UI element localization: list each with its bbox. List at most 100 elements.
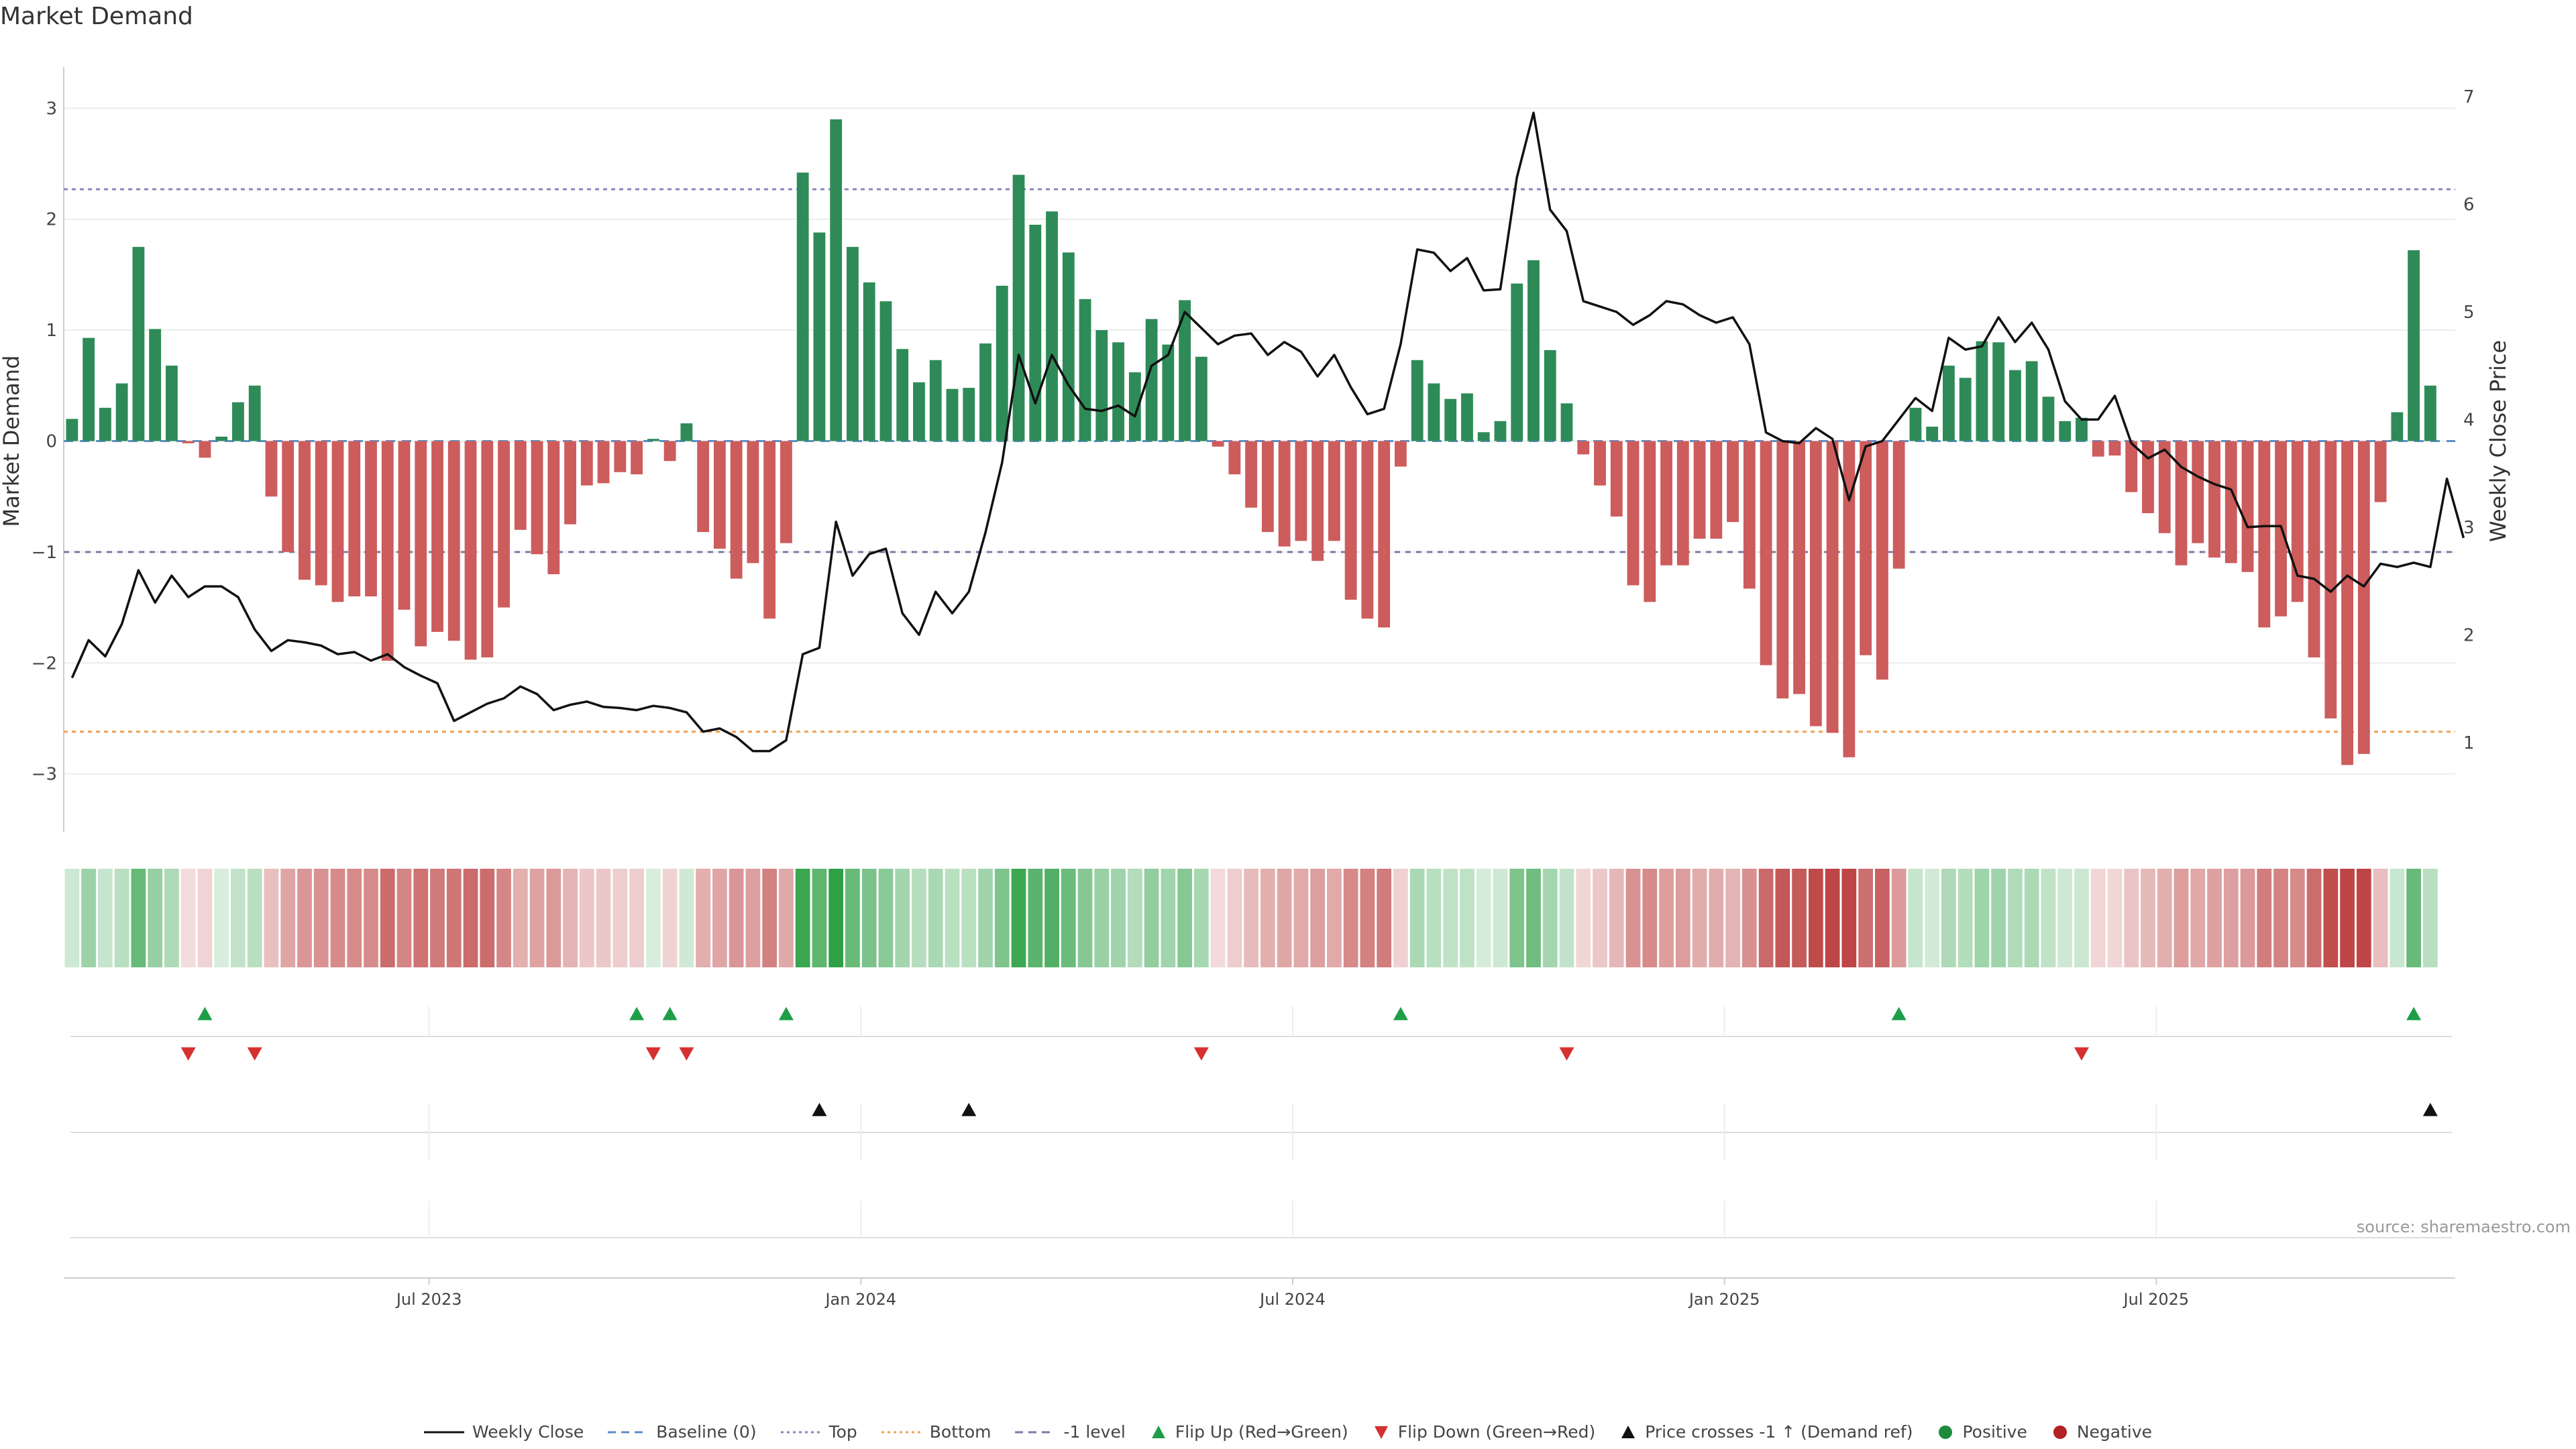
demand-bar <box>2241 441 2254 572</box>
heatmap-cell <box>2024 869 2039 967</box>
y2-tick-label: 6 <box>2463 195 2475 215</box>
demand-bar <box>299 441 311 580</box>
heatmap-cell <box>546 869 561 967</box>
heatmap-cell <box>197 869 213 967</box>
legend-swatch <box>1939 1425 1953 1439</box>
demand-bar <box>1195 356 1208 441</box>
heatmap-cell <box>2356 869 2371 967</box>
flip-up-marker <box>1891 1007 1907 1020</box>
demand-bar <box>514 441 527 530</box>
x-tick-label: Jan 2025 <box>1688 1290 1760 1309</box>
heatmap-cell <box>1741 869 1757 967</box>
demand-bar <box>1046 211 1058 441</box>
demand-bar <box>232 402 244 441</box>
heatmap-cell <box>2041 869 2056 967</box>
demand-bar <box>896 349 909 441</box>
heatmap-cell <box>164 869 179 967</box>
legend-label: Price crosses -1 ↑ (Demand ref) <box>1645 1422 1913 1442</box>
heatmap-cell <box>280 869 296 967</box>
demand-bar <box>1693 441 1706 539</box>
flip-down-marker <box>1193 1047 1209 1061</box>
heatmap-cell <box>1094 869 1110 967</box>
demand-bar <box>1560 403 1573 441</box>
heatmap-cell <box>978 869 993 967</box>
heatmap-cell <box>2107 869 2123 967</box>
heatmap-cell <box>1526 869 1541 967</box>
heatmap-cell <box>231 869 246 967</box>
heatmap-cell <box>1127 869 1142 967</box>
demand-bar <box>348 441 361 597</box>
heatmap-cell <box>2373 869 2388 967</box>
heatmap-cell <box>1991 869 2006 967</box>
demand-bar <box>1644 441 1656 602</box>
flip-down-marker <box>247 1047 262 1061</box>
legend-swatch <box>780 1431 821 1433</box>
flip-up-marker <box>2406 1007 2422 1020</box>
demand-bar <box>265 441 278 497</box>
heatmap-cell <box>2340 869 2355 967</box>
heatmap-cell <box>1343 869 1358 967</box>
legend-label: -1 level <box>1063 1422 1126 1442</box>
legend-label: Flip Down (Green→Red) <box>1397 1422 1596 1442</box>
demand-bar <box>2357 441 2370 754</box>
heatmap-cell <box>1841 869 1857 967</box>
demand-bar <box>2192 441 2204 543</box>
demand-bar <box>2158 441 2171 533</box>
demand-bar <box>680 423 693 441</box>
heatmap-cell <box>1925 869 1940 967</box>
heatmap-cell <box>264 869 279 967</box>
heatmap-cell <box>2057 869 2073 967</box>
heatmap-cell <box>1858 869 1874 967</box>
legend-item: Price crosses -1 ↑ (Demand ref) <box>1619 1422 1913 1442</box>
legend-label: Top <box>828 1422 857 1442</box>
heatmap-cell <box>1443 869 1458 967</box>
heatmap-cell <box>396 869 412 967</box>
demand-bar <box>381 441 394 661</box>
legend-label: Negative <box>2076 1422 2153 1442</box>
demand-bar <box>1212 441 1224 447</box>
demand-bar <box>929 360 942 441</box>
heatmap-cell <box>2157 869 2172 967</box>
demand-bar <box>1826 441 1839 733</box>
price-cross-marker <box>812 1103 827 1116</box>
demand-bar <box>1245 441 1258 508</box>
heatmap-cell <box>1792 869 1807 967</box>
y-tick-label: 2 <box>46 210 57 230</box>
heatmap-cell <box>1908 869 1923 967</box>
demand-bar <box>1494 421 1507 441</box>
heatmap-cell <box>1692 869 1707 967</box>
heatmap-cell <box>1227 869 1242 967</box>
heatmap-cell <box>994 869 1010 967</box>
heatmap-cell <box>845 869 860 967</box>
demand-bar <box>2208 441 2220 558</box>
heatmap-cell <box>1659 869 1674 967</box>
demand-bar <box>1411 360 1424 441</box>
demand-bar <box>1676 441 1689 566</box>
legend-swatch <box>1015 1431 1056 1433</box>
heatmap-cell <box>1493 869 1508 967</box>
heatmap-cell <box>1709 869 1724 967</box>
heatmap-cell <box>861 869 877 967</box>
heatmap-cell <box>1593 869 1607 967</box>
demand-bar <box>1843 441 1856 757</box>
heatmap-cell <box>779 869 794 967</box>
legend-swatch <box>1621 1425 1635 1438</box>
heatmap-cell <box>313 869 329 967</box>
demand-bar <box>248 385 261 441</box>
y2-axis-title: Weekly Close Price <box>2485 340 2511 542</box>
demand-bar <box>1162 344 1175 441</box>
heatmap-cell <box>1310 869 1326 967</box>
heatmap-cell <box>1409 869 1425 967</box>
y-tick-label: −2 <box>32 653 57 674</box>
demand-bar <box>2374 441 2387 502</box>
demand-bar <box>614 441 627 472</box>
heatmap-cell <box>1675 869 1690 967</box>
heatmap-cell <box>446 869 462 967</box>
heatmap-cell <box>1293 869 1309 967</box>
heatmap-cell <box>2008 869 2023 967</box>
heatmap-cell <box>1244 869 1258 967</box>
heatmap-cell <box>1111 869 1126 967</box>
heatmap-cell <box>1177 869 1192 967</box>
y-tick-label: 3 <box>46 99 57 119</box>
demand-bar <box>531 441 543 555</box>
